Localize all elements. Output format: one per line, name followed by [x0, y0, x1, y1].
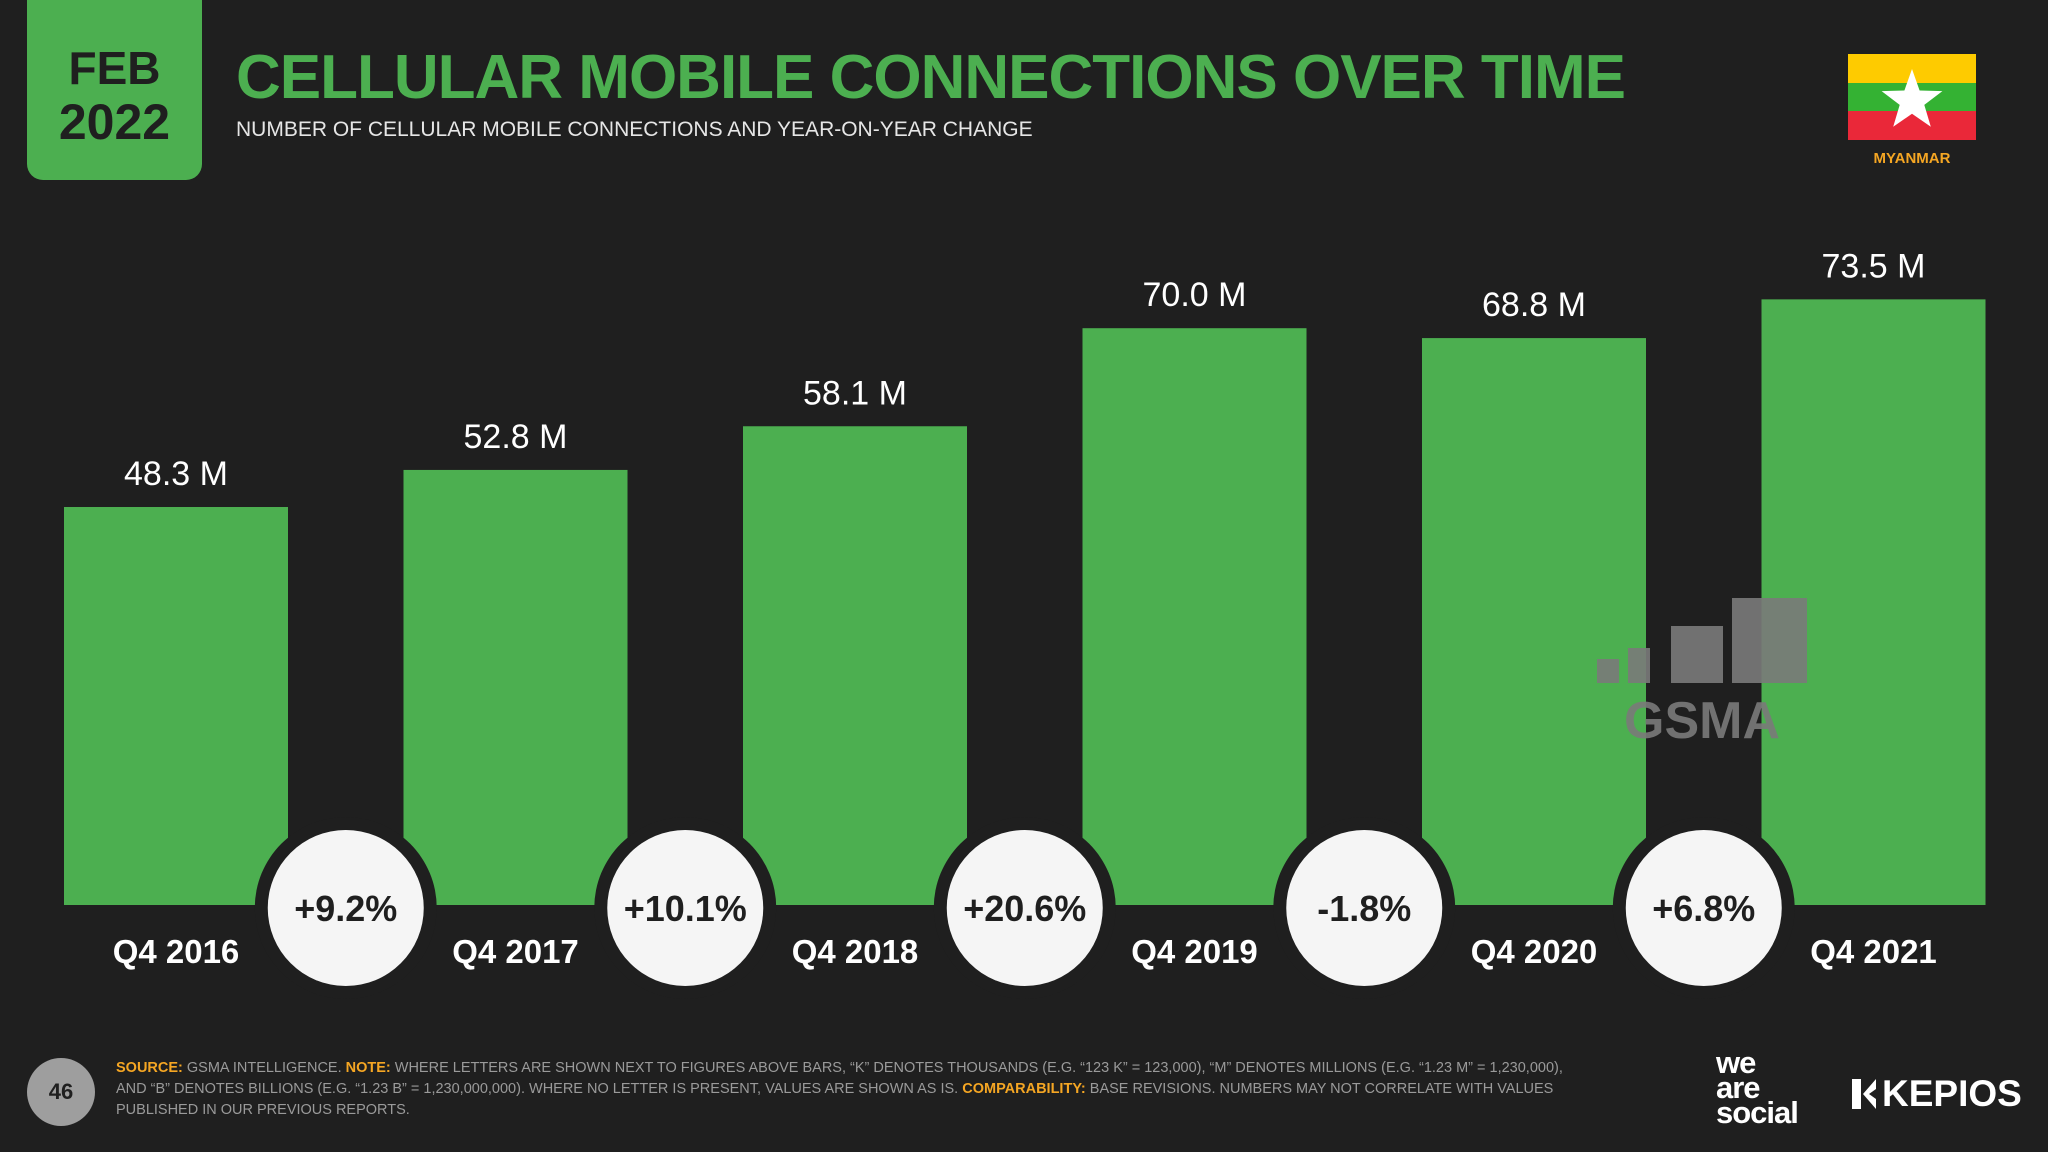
bar-3: [743, 426, 967, 905]
page-number: 46: [27, 1058, 95, 1126]
bar-value-label: 52.8 M: [464, 418, 568, 456]
kepios-text: KEPIOS: [1882, 1073, 2022, 1114]
change-badge: [607, 830, 764, 986]
bar-5: [1422, 338, 1646, 905]
country-label: MYANMAR: [1873, 150, 1951, 167]
source-label: SOURCE:: [116, 1060, 183, 1076]
we-are-social-logo: we are social: [1716, 1045, 1799, 1130]
flag-star: [1881, 69, 1943, 127]
category-label: Q4 2020: [1471, 933, 1598, 970]
category-label: Q4 2018: [792, 933, 919, 970]
change-badge: [1286, 830, 1443, 986]
category-label: Q4 2021: [1810, 933, 1937, 970]
note-label: NOTE:: [345, 1060, 391, 1076]
bar-value-label: 68.8 M: [1482, 286, 1586, 324]
bar-1: [64, 507, 288, 905]
change-label: -1.8%: [1317, 888, 1411, 929]
bar-value-label: 58.1 M: [803, 374, 907, 412]
bar-value-label: 48.3 M: [124, 455, 228, 493]
date-month: FEB: [68, 42, 161, 94]
change-badge: [1625, 830, 1782, 986]
bar-value-label: 73.5 M: [1822, 247, 1926, 285]
note-text: WHERE LETTERS ARE SHOWN NEXT TO FIGURES …: [116, 1060, 1563, 1097]
brand-we: we: [1716, 1045, 1756, 1080]
bar-value-label: 70.0 M: [1143, 276, 1247, 314]
comparability-text: BASE REVISIONS. NUMBERS MAY NOT CORRELAT…: [116, 1081, 1554, 1118]
category-label: Q4 2017: [452, 933, 579, 970]
change-label: +9.2%: [294, 888, 397, 929]
date-badge: FEB 2022: [27, 0, 202, 180]
source-text: GSMA INTELLIGENCE.: [182, 1060, 346, 1076]
bar-2: [403, 469, 628, 905]
kepios-mark-icon: [1852, 1079, 1876, 1109]
source-note: SOURCE: GSMA INTELLIGENCE. NOTE: WHERE L…: [116, 1058, 1586, 1121]
brand-are: are: [1716, 1070, 1761, 1105]
brand-social: social: [1716, 1095, 1799, 1130]
page-subtitle: NUMBER OF CELLULAR MOBILE CONNECTIONS AN…: [236, 118, 1033, 141]
kepios-logo: KEPIOS: [1850, 1073, 2022, 1115]
change-badge: [267, 830, 424, 986]
bar-4: [1082, 328, 1307, 905]
date-year: 2022: [58, 94, 171, 150]
change-label: +6.8%: [1652, 888, 1755, 929]
page-title: CELLULAR MOBILE CONNECTIONS OVER TIME: [236, 43, 1626, 112]
category-label: Q4 2019: [1131, 933, 1258, 970]
gsma-watermark-icon: GSMA: [1597, 598, 1807, 746]
change-badge: [946, 830, 1103, 986]
myanmar-flag-icon: [1848, 54, 1976, 140]
change-label: +10.1%: [624, 888, 747, 929]
flag-stripe-red: [1848, 111, 1976, 140]
category-label: Q4 2016: [113, 933, 240, 970]
change-label: +20.6%: [963, 888, 1086, 929]
gsma-watermark-text: GSMA: [1624, 692, 1780, 746]
comparability-label: COMPARABILITY:: [962, 1081, 1086, 1097]
